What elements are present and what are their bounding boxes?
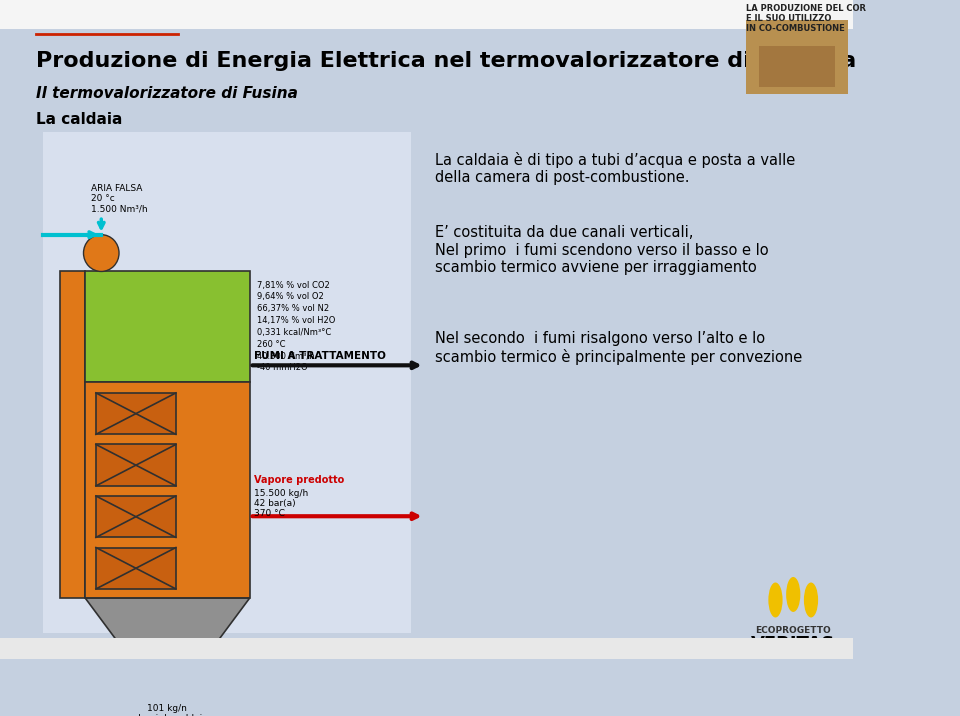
Text: 101 kg/n
polveri da caldaia: 101 kg/n polveri da caldaia (127, 704, 207, 716)
Text: ECOPROGETTO: ECOPROGETTO (756, 626, 831, 635)
Text: VERITAS: VERITAS (751, 635, 835, 653)
Polygon shape (85, 598, 250, 658)
Text: ARIA FALSA
20 °c
1.500 Nm³/h: ARIA FALSA 20 °c 1.500 Nm³/h (91, 184, 148, 214)
Text: Vapore predotto: Vapore predotto (254, 475, 345, 485)
Bar (42, 132, 411, 633)
Text: La caldaia: La caldaia (36, 112, 122, 127)
Circle shape (84, 235, 119, 271)
Text: 7,81% % vol CO2
9,64% % vol O2
66,37% % vol N2
14,17% % vol H2O
0,331 kcal/Nm³°C: 7,81% % vol CO2 9,64% % vol O2 66,37% % … (256, 281, 335, 372)
Text: Il termovalorizzatore di Fusina: Il termovalorizzatore di Fusina (36, 86, 298, 100)
Bar (96, 393, 176, 435)
Bar (60, 271, 85, 598)
Bar (759, 46, 835, 87)
Text: E’ costituita da due canali verticali,
Nel primo  i fumi scendono verso il basso: E’ costituita da due canali verticali, N… (435, 226, 769, 275)
Bar (96, 496, 176, 538)
Bar (81, 658, 254, 665)
Bar (96, 445, 176, 486)
Ellipse shape (768, 583, 782, 617)
Ellipse shape (804, 583, 818, 617)
Text: La caldaia è di tipo a tubi d’acqua e posta a valle
della camera di post-combust: La caldaia è di tipo a tubi d’acqua e po… (435, 152, 796, 185)
Bar (0, 638, 852, 659)
Bar (746, 20, 849, 94)
Bar (85, 271, 250, 382)
Text: FUMI A TRATTAMENTO: FUMI A TRATTAMENTO (254, 351, 386, 361)
Text: 15.500 kg/h
42 bar(a)
370 °C: 15.500 kg/h 42 bar(a) 370 °C (254, 488, 308, 518)
Text: Nel secondo  i fumi risalgono verso l’alto e lo
scambio termico è principalmente: Nel secondo i fumi risalgono verso l’alt… (435, 332, 803, 365)
Text: 14: 14 (36, 644, 53, 658)
Ellipse shape (786, 577, 801, 612)
Bar (0, 0, 852, 29)
Bar (96, 548, 176, 589)
Text: Produzione di Energia Elettrica nel termovalorizzatore di Venezia: Produzione di Energia Elettrica nel term… (36, 51, 855, 71)
Text: LA PRODUZIONE DEL COR
E IL SUO UTILIZZO
IN CO-COMBUSTIONE: LA PRODUZIONE DEL COR E IL SUO UTILIZZO … (746, 4, 866, 34)
Bar (85, 382, 250, 598)
